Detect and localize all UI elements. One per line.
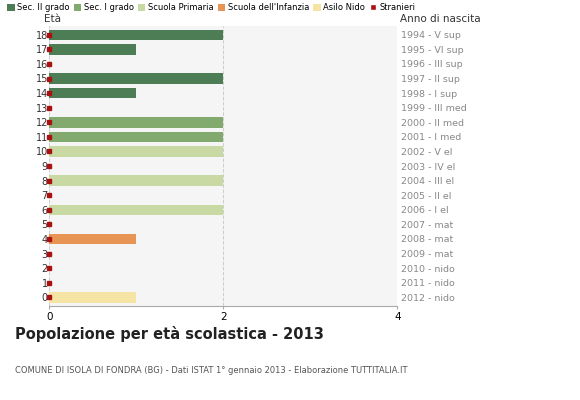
Bar <box>49 73 223 84</box>
Bar <box>49 175 223 186</box>
Bar <box>49 117 223 128</box>
Bar <box>49 132 223 142</box>
Text: Popolazione per età scolastica - 2013: Popolazione per età scolastica - 2013 <box>14 326 324 342</box>
Bar <box>49 88 136 98</box>
Bar <box>49 30 223 40</box>
Bar <box>49 234 136 244</box>
Bar <box>49 204 223 215</box>
Text: COMUNE DI ISOLA DI FONDRA (BG) - Dati ISTAT 1° gennaio 2013 - Elaborazione TUTTI: COMUNE DI ISOLA DI FONDRA (BG) - Dati IS… <box>14 366 407 375</box>
Bar <box>49 44 136 54</box>
Bar <box>49 292 136 302</box>
Text: Anno di nascita: Anno di nascita <box>400 14 481 24</box>
Legend: Sec. II grado, Sec. I grado, Scuola Primaria, Scuola dell'Infanzia, Asilo Nido, : Sec. II grado, Sec. I grado, Scuola Prim… <box>7 3 415 12</box>
Bar <box>49 146 223 157</box>
Text: Età: Età <box>44 14 60 24</box>
